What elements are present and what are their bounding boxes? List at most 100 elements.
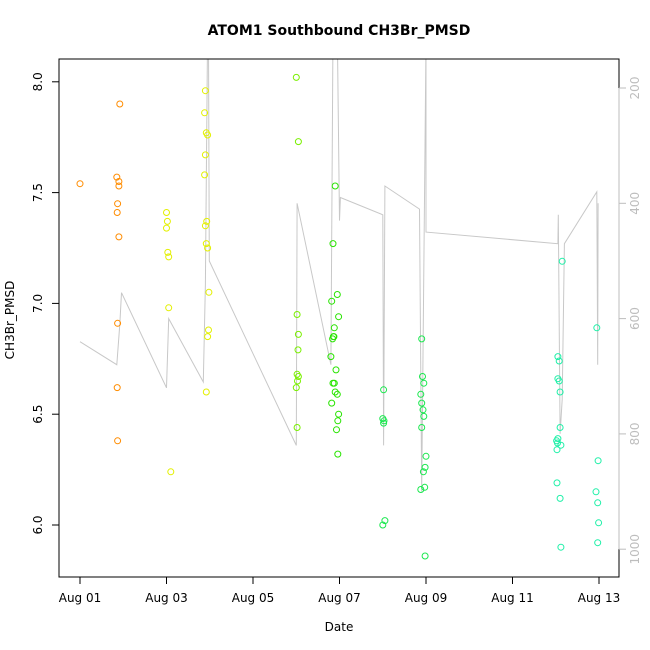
- data-point: [328, 399, 336, 407]
- data-point: [167, 468, 175, 476]
- data-point: [594, 499, 602, 507]
- data-point: [165, 253, 173, 261]
- data-point: [556, 388, 564, 396]
- data-point: [420, 379, 428, 387]
- data-point: [418, 335, 426, 343]
- data-point: [420, 412, 428, 420]
- data-point: [113, 209, 121, 216]
- data-point: [380, 419, 388, 427]
- axes-layer: Aug 01 Aug 03 Aug 05 Aug 07 Aug 09 Aug 11 Aug …: [31, 72, 642, 605]
- data-point: [334, 417, 342, 425]
- x-tick-label: Aug 11: [491, 591, 534, 605]
- data-point: [163, 224, 170, 232]
- data-point: [201, 87, 209, 95]
- data-point: [114, 437, 122, 445]
- y-tick-label: 6.0: [31, 515, 45, 534]
- data-point: [417, 486, 425, 493]
- data-point: [328, 297, 336, 305]
- data-point: [594, 457, 602, 465]
- data-point: [201, 171, 209, 179]
- data-point: [293, 311, 301, 318]
- y-tick-label: 6.5: [31, 405, 45, 424]
- data-point: [419, 468, 427, 476]
- data-point: [294, 138, 302, 146]
- data-point: [201, 151, 209, 159]
- data-point: [294, 346, 302, 354]
- data-point: [327, 353, 335, 361]
- data-point: [554, 353, 562, 361]
- data-point: [381, 517, 389, 525]
- data-point: [294, 373, 302, 380]
- x-tick-label: Aug 09: [405, 591, 448, 605]
- data-point: [421, 463, 429, 471]
- data-point: [203, 217, 211, 225]
- data-point: [333, 426, 340, 434]
- data-point: [419, 373, 426, 380]
- data-point: [205, 288, 213, 296]
- data-point: [558, 257, 566, 265]
- data-point: [201, 109, 209, 117]
- data-point: [555, 377, 563, 385]
- data-point: [333, 390, 341, 398]
- data-point: [204, 333, 212, 341]
- y-axis-label: CH3Br_PMSD: [3, 281, 17, 360]
- data-point: [113, 173, 121, 181]
- data-point: [418, 399, 426, 407]
- data-point: [556, 424, 564, 431]
- y-tick-label: 7.5: [31, 183, 45, 202]
- data-point: [335, 410, 343, 418]
- x-tick-label: Aug 01: [59, 591, 102, 605]
- data-point: [330, 324, 338, 332]
- data-point: [421, 483, 429, 491]
- data-point: [204, 131, 212, 139]
- data-point: [114, 200, 122, 208]
- data-point: [293, 424, 301, 431]
- data-point: [595, 519, 603, 527]
- right-tick-label: 200: [628, 77, 642, 100]
- data-point: [292, 73, 300, 81]
- gray-series-line: [79, 59, 599, 492]
- data-point: [331, 182, 339, 190]
- x-tick-label: Aug 05: [232, 591, 275, 605]
- points-layer: [76, 73, 603, 560]
- data-point: [557, 441, 565, 449]
- y-tick-label: 8.0: [31, 72, 45, 91]
- data-point: [294, 330, 302, 338]
- data-point: [330, 333, 338, 341]
- data-point: [205, 326, 212, 334]
- data-point: [115, 233, 123, 241]
- data-point: [419, 406, 427, 414]
- data-point: [556, 494, 564, 502]
- data-point: [593, 324, 601, 332]
- right-tick-label: 600: [628, 307, 642, 330]
- data-point: [164, 248, 172, 256]
- right-tick-label: 1000: [628, 534, 642, 565]
- data-point: [380, 386, 388, 394]
- x-tick-label: Aug 07: [318, 591, 361, 605]
- data-point: [330, 379, 338, 387]
- data-point: [116, 100, 124, 108]
- data-point: [553, 446, 561, 454]
- x-axis-label: Date: [325, 620, 354, 634]
- x-tick-label: Aug 03: [145, 591, 188, 605]
- data-point: [331, 388, 339, 396]
- chart-title: ATOM1 Southbound CH3Br_PMSD: [208, 23, 471, 39]
- data-point: [329, 240, 337, 248]
- data-point: [592, 488, 600, 496]
- data-point: [163, 209, 170, 216]
- data-point: [201, 222, 209, 230]
- data-point: [553, 479, 561, 487]
- data-point: [202, 240, 210, 248]
- data-point: [421, 552, 429, 560]
- gray-line-layer: [79, 59, 599, 492]
- data-point: [332, 366, 340, 374]
- data-point: [379, 521, 387, 529]
- data-point: [204, 244, 212, 252]
- data-point: [202, 388, 210, 396]
- data-point: [557, 543, 565, 551]
- data-point: [594, 539, 602, 547]
- data-point: [335, 313, 343, 321]
- data-point: [165, 304, 173, 312]
- data-point: [422, 452, 430, 460]
